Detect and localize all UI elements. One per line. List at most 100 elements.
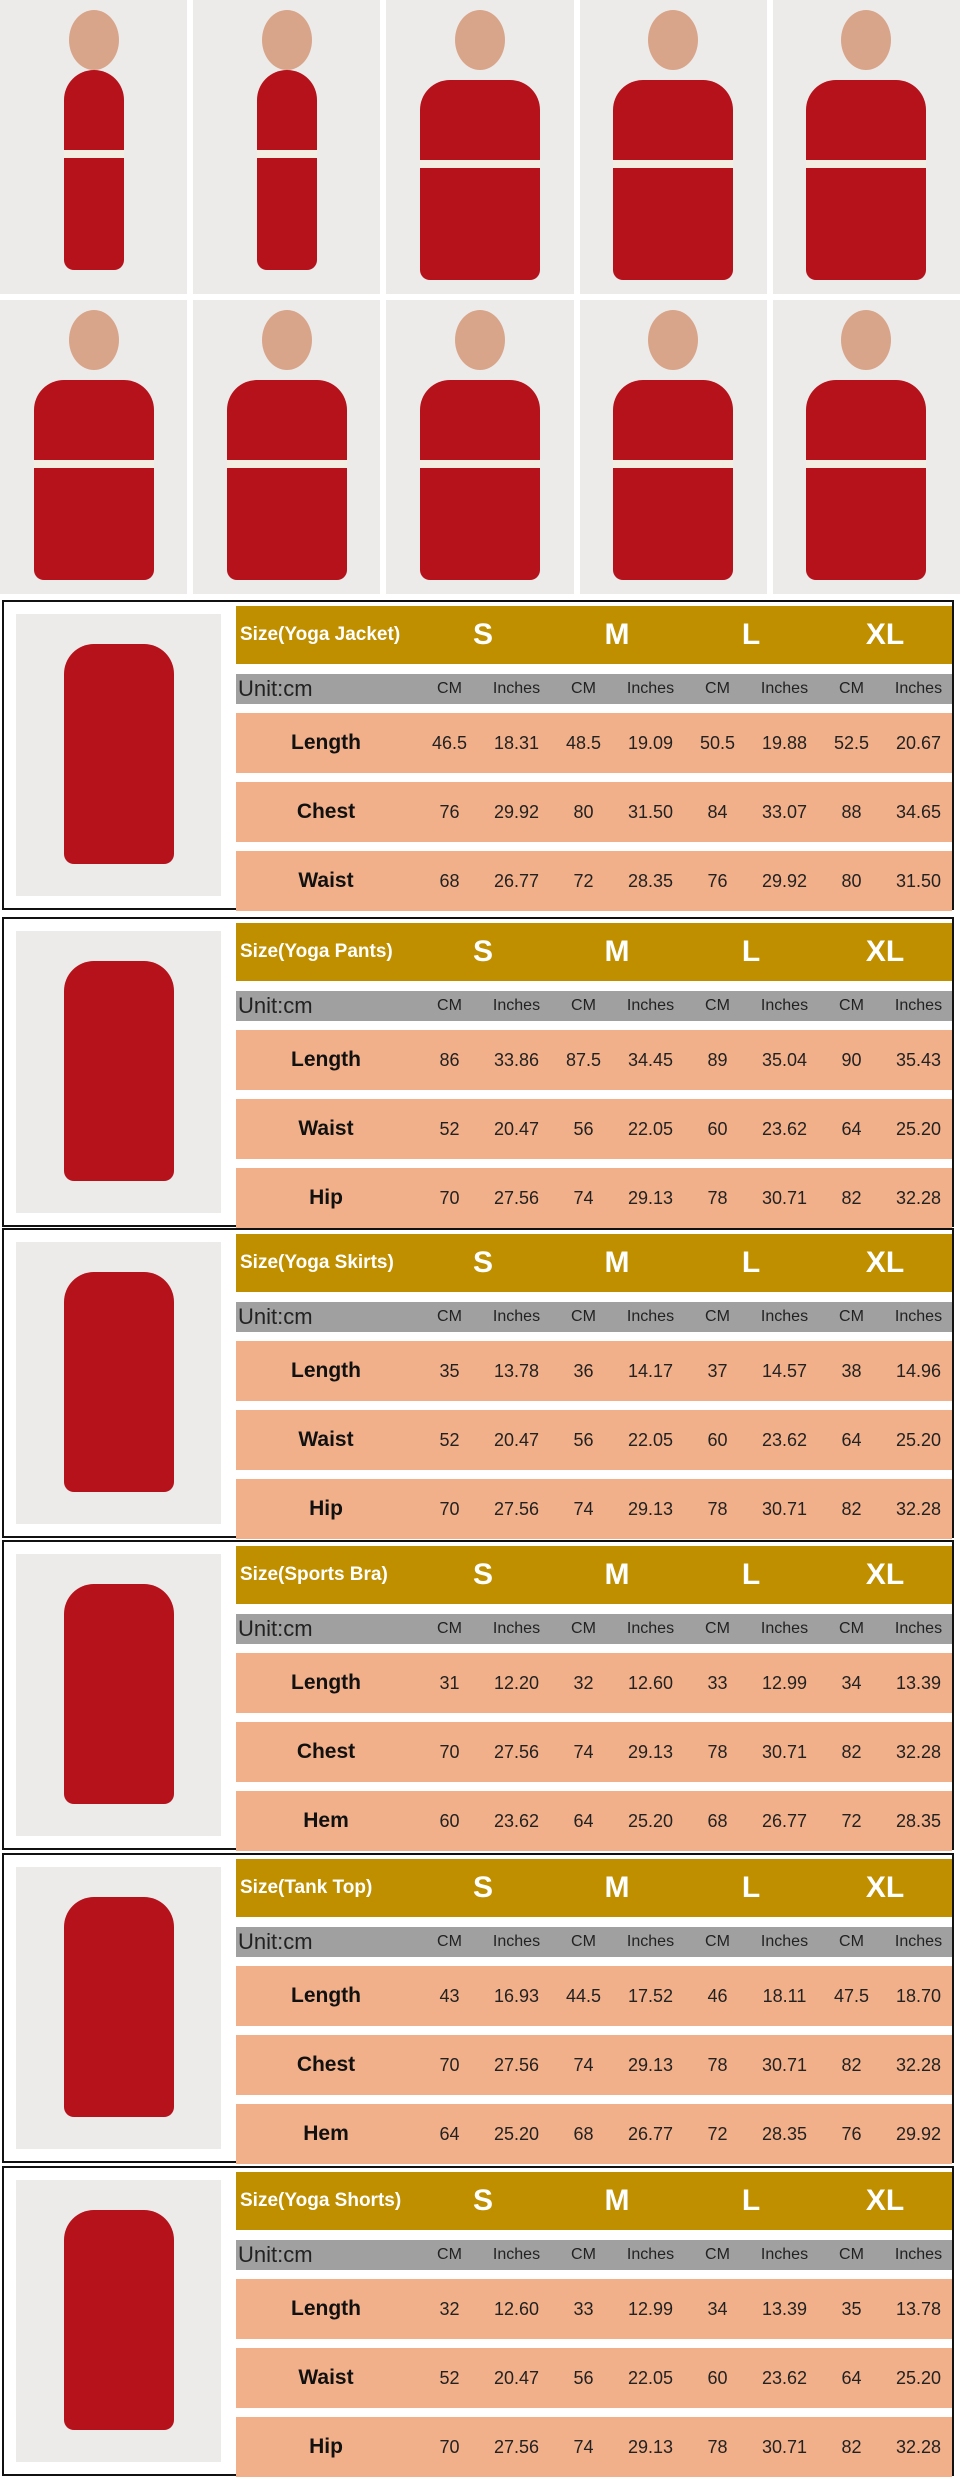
measurement-value: 25.20: [895, 1118, 942, 1139]
measurement-value: 34: [841, 1672, 862, 1693]
measurement-value: 22.05: [627, 2367, 674, 2388]
measurement-value: 78: [707, 2054, 728, 2075]
measurement-value: 12.99: [627, 2298, 674, 2319]
measurement-value: 33: [707, 1672, 728, 1693]
unit-header: CM: [437, 997, 462, 1014]
unit-header: CM: [839, 680, 864, 697]
unit-header: CM: [705, 680, 730, 697]
measurement-label: Waist: [298, 1428, 354, 1451]
size-xl-header: XL: [865, 935, 905, 968]
table-title: Size(Yoga Shorts): [240, 2190, 402, 2211]
product-photo: [386, 0, 574, 294]
garment-trim: [613, 160, 734, 168]
size-xl-header: XL: [865, 1558, 905, 1591]
unit-header: Inches: [492, 1933, 541, 1950]
size-table: Size(Sports Bra) S M L XL Unit:cm CM Inches CM In…: [233, 1542, 952, 1851]
measurement-value: 48.5: [565, 732, 602, 753]
measurement-value: 23.62: [761, 2367, 808, 2388]
garment-half: [613, 80, 734, 280]
measurement-value: 29.13: [627, 1741, 674, 1762]
garment-full: [256, 70, 317, 270]
measurement-value: 78: [707, 1498, 728, 1519]
measurement-row-length: Length 43 16.93 44.5 17.52 46 18.11 47.5 18.70: [236, 1966, 952, 2026]
garment-half: [33, 380, 154, 580]
measurement-value: 82: [841, 1187, 862, 1208]
measurement-value: 47.5: [833, 1985, 870, 2006]
measurement-value: 18.70: [895, 1985, 942, 2006]
product-photo: [0, 0, 188, 294]
measurement-row-chest: Chest 76 29.92 80 31.50 84 33.07 88 34.65: [236, 782, 952, 842]
garment-thumbnail: [4, 919, 233, 1225]
measurement-value: 28.35: [627, 870, 674, 891]
measurement-value: 64: [439, 2123, 460, 2144]
size-m-header: M: [604, 2184, 630, 2217]
size-m-header: M: [604, 935, 630, 968]
measurement-value: 22.05: [627, 1429, 674, 1450]
measurement-row-length: Length 35 13.78 36 14.17 37 14.57 38 14.96: [236, 1341, 952, 1401]
table-title: Size(Yoga Jacket): [240, 624, 401, 645]
garment-half: [420, 80, 540, 280]
measurement-value: 18.31: [493, 732, 540, 753]
size-l-header: L: [741, 2184, 761, 2217]
measurement-value: 31.50: [895, 870, 942, 891]
model-head: [841, 10, 892, 70]
unit-header: CM: [705, 1620, 730, 1637]
measurement-value: 46.5: [431, 732, 468, 753]
measurement-value: 20.47: [493, 2367, 540, 2388]
measurement-value: 33: [573, 2298, 594, 2319]
model-head: [648, 310, 699, 370]
garment-trim: [63, 150, 124, 158]
garment-photo: [16, 1867, 221, 2149]
measurement-label: Length: [291, 2297, 361, 2320]
measurement-row-length: Length 86 33.86 87.5 34.45 89 35.04 90 35.43: [236, 1030, 952, 1090]
size-xl-header: XL: [865, 2184, 905, 2217]
measurement-value: 43: [439, 1985, 460, 2006]
unit-header: Inches: [760, 2246, 809, 2263]
measurement-value: 32.28: [895, 1741, 942, 1762]
measurement-row-chest: Chest 70 27.56 74 29.13 78 30.71 82 32.28: [236, 2035, 952, 2095]
measurement-value: 29.92: [493, 801, 540, 822]
measurement-value: 29.92: [761, 870, 808, 891]
size-l-header: L: [741, 1558, 761, 1591]
measurement-value: 19.09: [627, 732, 674, 753]
measurement-value: 44.5: [565, 1985, 602, 2006]
unit-header: CM: [839, 1308, 864, 1325]
measurement-value: 20.67: [895, 732, 942, 753]
measurement-value: 70: [439, 2436, 460, 2457]
measurement-value: 64: [841, 2367, 862, 2388]
measurement-label: Length: [291, 1671, 361, 1694]
unit-header: CM: [839, 997, 864, 1014]
measurement-value: 70: [439, 1498, 460, 1519]
measurement-value: 29.13: [627, 1498, 674, 1519]
measurement-value: 80: [841, 870, 862, 891]
measurement-value: 13.78: [493, 1360, 540, 1381]
measurement-value: 27.56: [493, 2054, 540, 2075]
size-header-row: Size(Yoga Skirts) S M L XL: [236, 1234, 952, 1292]
unit-header: CM: [437, 1308, 462, 1325]
measurement-label: Hip: [309, 1497, 343, 1520]
unit-row: Unit:cm CM Inches CM Inches CM Inches CM Inches: [236, 991, 952, 1021]
measurement-value: 25.20: [493, 2123, 540, 2144]
measurement-value: 68: [707, 1810, 728, 1831]
measurement-value: 18.11: [762, 1985, 807, 2006]
unit-header: Inches: [492, 2246, 541, 2263]
garment-shape: [63, 961, 174, 1181]
measurement-value: 52: [439, 1429, 460, 1450]
measurement-value: 50.5: [699, 732, 736, 753]
measurement-label: Length: [291, 1984, 361, 2007]
measurement-label: Chest: [296, 2053, 356, 2076]
model-head: [68, 310, 119, 370]
measurement-value: 86: [439, 1049, 460, 1070]
unit-label: Unit:cm: [238, 1616, 313, 1641]
model-head: [455, 10, 505, 70]
size-table: Size(Tank Top) S M L XL Unit:cm CM Inches CM Inch…: [233, 1855, 952, 2164]
garment-shape: [63, 1272, 174, 1492]
measurement-value: 27.56: [493, 1741, 540, 1762]
garment-photo: [16, 1554, 221, 1836]
measurement-row-hip: Hip 70 27.56 74 29.13 78 30.71 82 32.28: [236, 1168, 952, 1228]
size-l-header: L: [741, 935, 761, 968]
unit-header: CM: [839, 1620, 864, 1637]
measurement-value: 74: [573, 1498, 594, 1519]
measurement-value: 60: [707, 2367, 728, 2388]
unit-header: Inches: [894, 1308, 943, 1325]
